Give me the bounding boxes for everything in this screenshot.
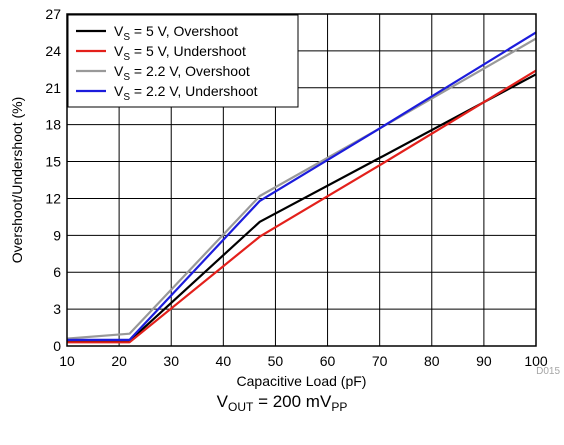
legend-box bbox=[67, 14, 299, 108]
figure-code: D015 bbox=[536, 366, 560, 377]
series-lines bbox=[66, 31, 537, 344]
x-tick-label: 70 bbox=[372, 353, 388, 369]
y-tick-label: 27 bbox=[45, 6, 61, 22]
caption-sub-pp: PP bbox=[331, 400, 348, 414]
legend-label: VS = 2.2 V, Undershoot bbox=[114, 83, 258, 103]
caption-sub-out: OUT bbox=[228, 400, 254, 414]
plot-frame bbox=[66, 13, 537, 347]
series-line bbox=[67, 73, 537, 343]
x-tick-label: 80 bbox=[424, 353, 440, 369]
caption-v: V bbox=[216, 392, 228, 411]
tick-labels: 10 20 30 40 50 60 70 80 90 100 0 3 6 9 12 15 18 21 24 27 bbox=[45, 6, 547, 369]
y-tick-label: 12 bbox=[45, 190, 61, 206]
series-line bbox=[66, 37, 537, 340]
legend-label: VS = 5 V, Overshoot bbox=[114, 23, 238, 43]
y-tick-label: 9 bbox=[53, 227, 61, 243]
y-tick-label: 3 bbox=[53, 301, 61, 317]
x-tick-label: 60 bbox=[320, 353, 336, 369]
x-tick-label: 10 bbox=[59, 353, 75, 369]
x-tick-label: 100 bbox=[524, 353, 548, 369]
y-tick-label: 6 bbox=[53, 264, 61, 280]
legend-label: VS = 2.2 V, Overshoot bbox=[114, 63, 250, 83]
series-line bbox=[67, 69, 537, 344]
y-tick-label: 18 bbox=[45, 117, 61, 133]
chart: 10 20 30 40 50 60 70 80 90 100 0 3 6 9 12 15 18 21 24 27 Ca… bbox=[9, 6, 560, 389]
x-tick-label: 50 bbox=[268, 353, 284, 369]
x-tick-label: 20 bbox=[111, 353, 127, 369]
caption: VOUT = 200 mVPP bbox=[0, 392, 564, 414]
x-axis-title: Capacitive Load (pF) bbox=[237, 373, 367, 389]
caption-middle: = 200 mV bbox=[253, 392, 332, 411]
y-tick-label: 15 bbox=[45, 154, 61, 170]
y-tick-label: 24 bbox=[45, 43, 61, 59]
x-tick-label: 90 bbox=[476, 353, 492, 369]
y-axis-title: Overshoot/Undershoot (%) bbox=[9, 97, 25, 264]
legend-label: VS = 5 V, Undershoot bbox=[114, 43, 246, 63]
y-tick-label: 21 bbox=[45, 80, 61, 96]
series-line bbox=[67, 31, 537, 341]
x-tick-label: 30 bbox=[163, 353, 179, 369]
x-tick-label: 40 bbox=[216, 353, 232, 369]
y-tick-label: 0 bbox=[53, 338, 61, 354]
